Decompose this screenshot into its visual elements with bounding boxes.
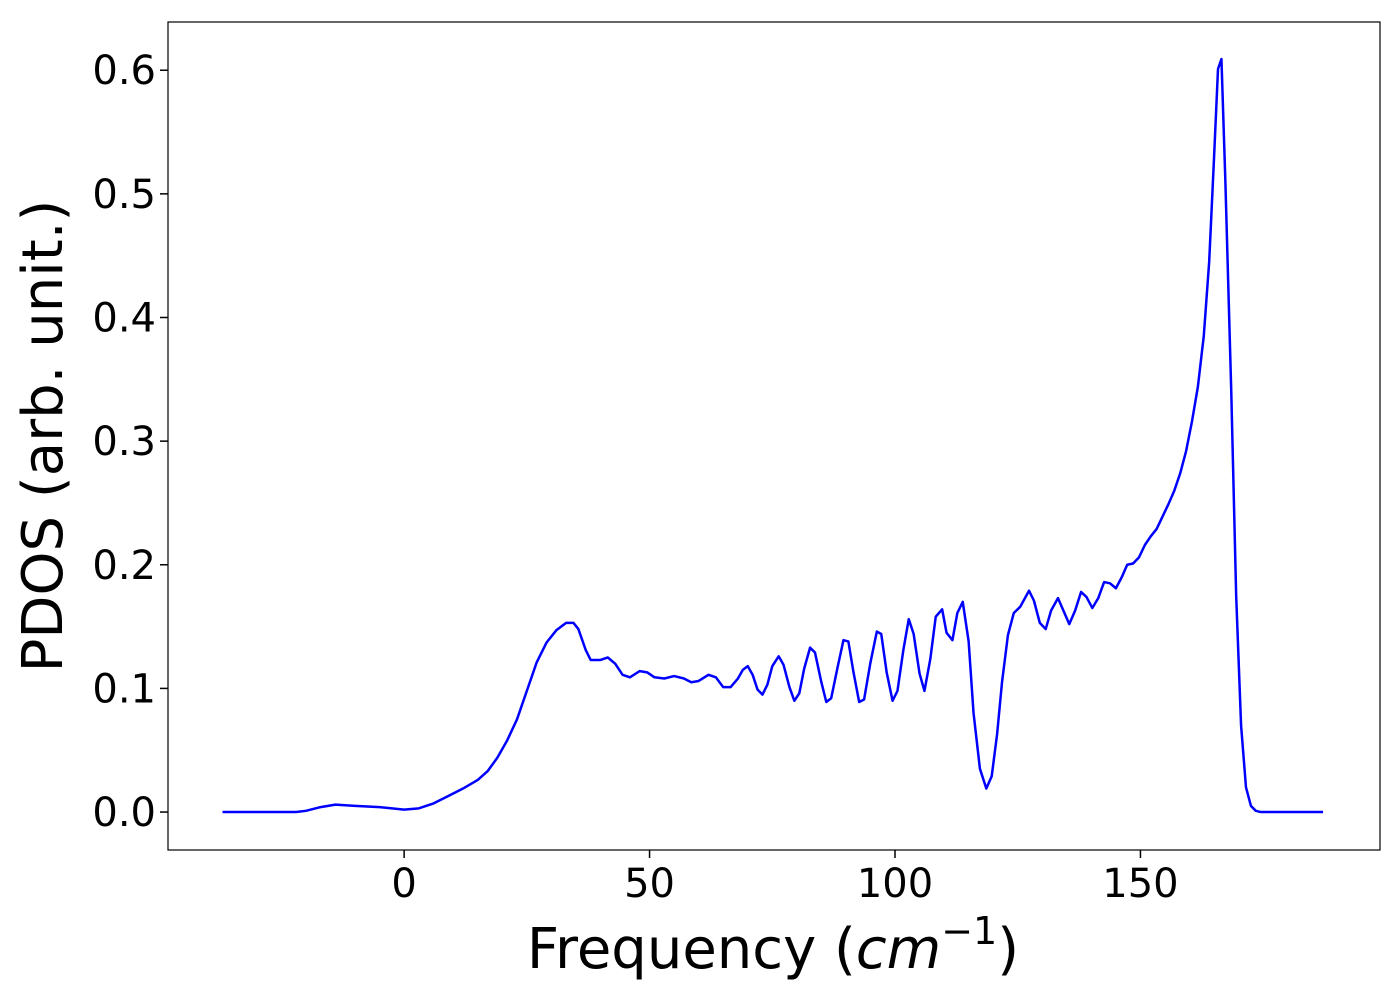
y-axis-label: PDOS (arb. unit.) — [11, 200, 76, 673]
x-label-text: Frequency ( — [527, 917, 856, 982]
y-tick-label: 0.4 — [92, 295, 156, 341]
plot-frame — [167, 21, 1381, 851]
data-line — [222, 57, 1324, 814]
x-tick-label: 50 — [624, 861, 675, 907]
x-label-exponent: −1 — [941, 909, 997, 953]
x-axis-label: Frequency (cm−1) — [527, 909, 1019, 982]
y-tick-label: 0.6 — [92, 48, 156, 94]
y-tick-label: 0.1 — [92, 666, 156, 712]
y-tick-label: 0.5 — [92, 172, 156, 218]
y-tick-label: 0.3 — [92, 419, 156, 465]
x-tick-label: 0 — [391, 861, 416, 907]
x-tick-label: 150 — [1102, 861, 1178, 907]
y-tick-label: 0.2 — [92, 543, 156, 589]
x-label-unit: cm — [856, 917, 941, 982]
x-label-close: ) — [997, 917, 1019, 982]
x-tick-label: 100 — [857, 861, 933, 907]
y-tick-label: 0.0 — [92, 790, 156, 836]
